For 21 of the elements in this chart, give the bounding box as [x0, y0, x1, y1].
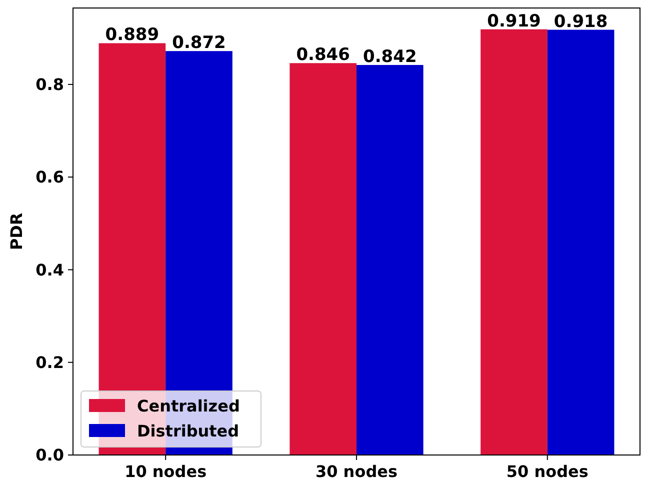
data-label: 0.918 — [554, 12, 608, 32]
y-tick-label: 0.0 — [36, 446, 64, 465]
legend-label: Distributed — [137, 422, 240, 441]
y-tick-label: 0.6 — [36, 168, 64, 187]
bar — [290, 63, 356, 455]
y-axis-title: PDR — [7, 212, 26, 250]
data-label: 0.846 — [296, 45, 350, 66]
x-tick-label: 50 nodes — [506, 462, 588, 481]
x-tick-label: 10 nodes — [124, 462, 207, 481]
data-label: 0.919 — [487, 11, 541, 32]
y-tick-label: 0.8 — [36, 75, 64, 94]
data-label: 0.872 — [172, 33, 226, 54]
bar — [547, 30, 614, 455]
x-tick-label: 30 nodes — [315, 462, 398, 481]
data-label: 0.842 — [363, 46, 417, 67]
bar — [480, 29, 548, 455]
data-label: 0.889 — [105, 25, 160, 46]
y-tick-label: 0.4 — [36, 260, 64, 280]
legend-label: Centralized — [137, 396, 240, 416]
bar — [356, 64, 424, 455]
y-tick-label: 0.2 — [36, 352, 64, 372]
